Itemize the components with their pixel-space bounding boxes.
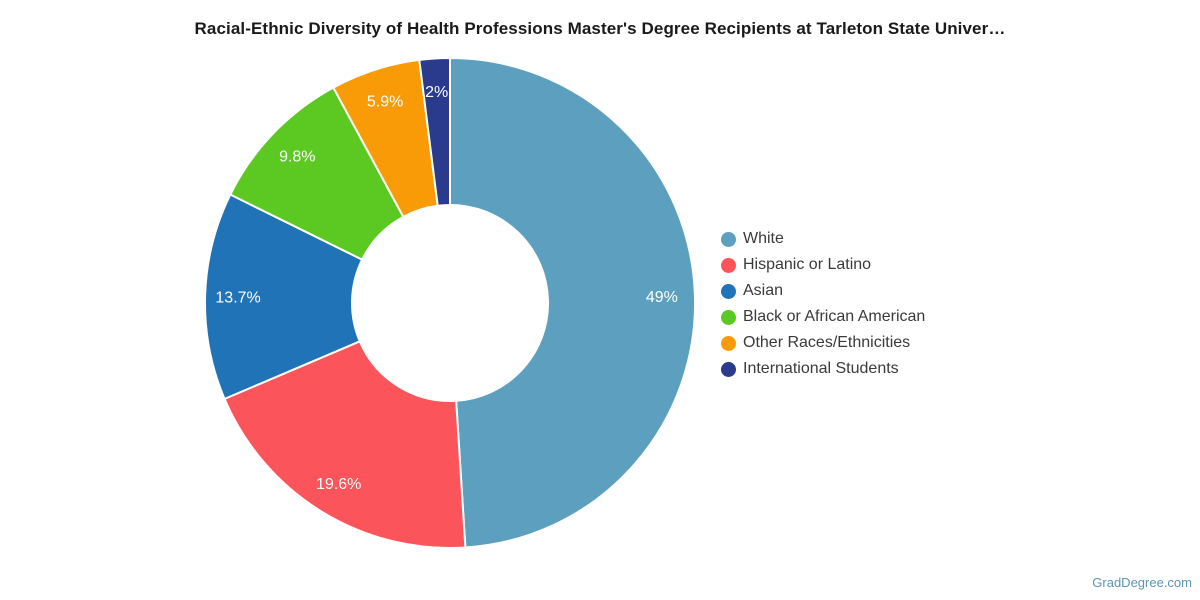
legend-item-hispanic-or-latino[interactable]: Hispanic or Latino — [721, 252, 925, 278]
chart-title: Racial-Ethnic Diversity of Health Profes… — [194, 19, 1006, 38]
slice-percor-label-black-or-african-american: 9.8% — [279, 148, 315, 165]
legend-item-white[interactable]: White — [721, 226, 925, 252]
pie-slice-white[interactable] — [449, 57, 696, 549]
legend-item-international-students[interactable]: International Students — [721, 356, 925, 382]
legend-label: Hispanic or Latino — [743, 256, 872, 273]
pie-slice-international-students[interactable] — [418, 56, 451, 207]
slice-percor-label-other-races-ethnicities: 5.9% — [367, 94, 403, 111]
legend-marker-icon — [721, 283, 736, 299]
legend-label: International Students — [743, 360, 899, 377]
slice-percor-label-international-students: 2% — [425, 84, 448, 101]
legend-label: White — [743, 230, 784, 247]
legend-marker-icon — [721, 257, 736, 273]
legend-marker-icon — [721, 335, 736, 351]
pie-slice-hispanic-or-latino[interactable] — [223, 340, 467, 549]
legend-marker-icon — [721, 361, 736, 377]
slice-percor-label-hispanic-or-latino: 19.6% — [316, 476, 361, 493]
legend-marker-icon — [721, 309, 736, 325]
legend-label: Black or African American — [743, 308, 926, 325]
slice-percor-label-white: 49% — [646, 289, 678, 306]
legend: White Hispanic or Latino Asian Black or Afr… — [721, 226, 925, 382]
legend-item-black-or-african-american[interactable]: Black or African American — [721, 304, 925, 330]
legend-item-asian[interactable]: Asian — [721, 278, 925, 304]
slice-percor-label-asian: 13.7% — [215, 290, 260, 307]
legend-marker-icon — [721, 231, 736, 247]
legend-label: Other Races/Ethnicities — [743, 334, 911, 351]
legend-label: Asian — [743, 282, 784, 299]
pie-slice-asian[interactable] — [203, 193, 364, 400]
watermark-link[interactable]: GradDegree.com — [1092, 575, 1192, 590]
legend-item-other-races-ethnicities[interactable]: Other Races/Ethnicities — [721, 330, 925, 356]
